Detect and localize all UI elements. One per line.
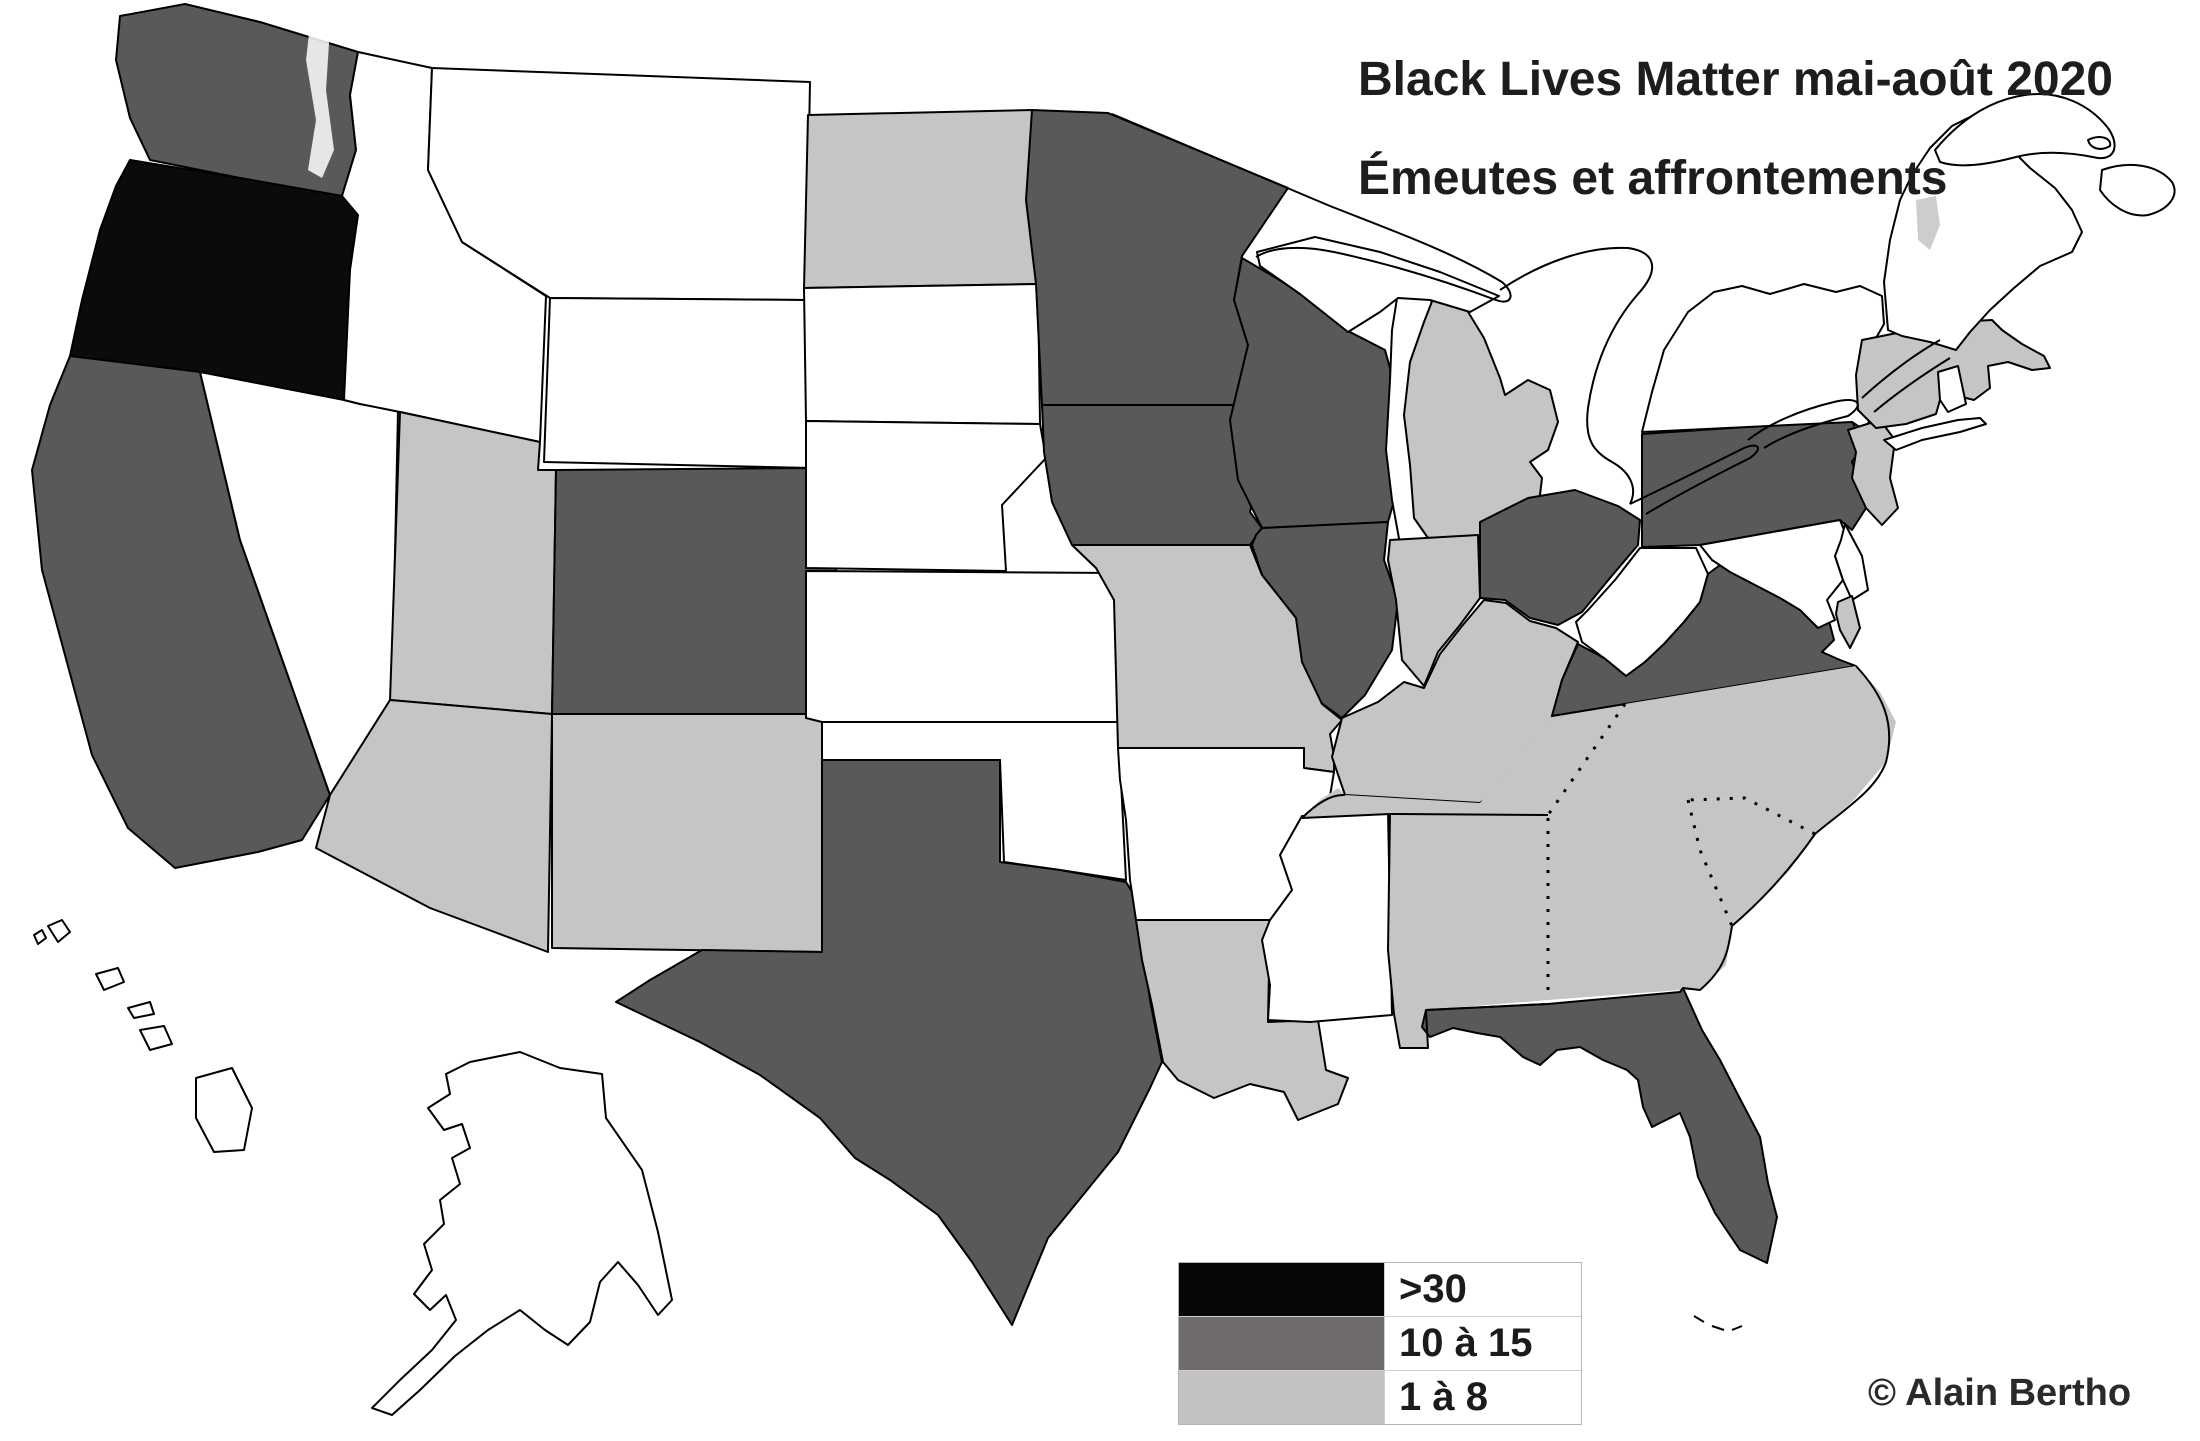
state-texas xyxy=(615,759,1163,1326)
legend-label-gt30: >30 xyxy=(1384,1263,1581,1316)
state-south-carolina xyxy=(1688,798,1815,926)
state-colorado xyxy=(551,467,837,715)
state-kansas xyxy=(805,570,1121,723)
water-and-canada-outlines xyxy=(1111,93,2176,1331)
lake-ontario-outline xyxy=(1747,398,1859,449)
puget-sound xyxy=(306,25,334,178)
state-ohio xyxy=(1479,489,1641,626)
author-credit: © Alain Bertho xyxy=(1868,1372,2132,1414)
state-north-carolina xyxy=(1548,666,1896,834)
legend-row-10-15: 10 à 15 xyxy=(1179,1317,1581,1371)
canada-gaspe-new-brunswick-outline xyxy=(1934,93,2116,167)
hawaii-island-oahu xyxy=(95,967,125,991)
map-title-block: Black Lives Matter mai-août 2020 Émeutes… xyxy=(1358,52,2118,206)
state-georgia xyxy=(1536,800,1732,1000)
border-alabama-outer xyxy=(1387,813,1549,1049)
state-alaska xyxy=(371,1051,673,1416)
legend-label-10-15: 10 à 15 xyxy=(1384,1317,1581,1370)
state-south-dakota xyxy=(803,283,1041,425)
legend-row-1-8: 1 à 8 xyxy=(1179,1371,1581,1424)
delmarva-peninsula-tip xyxy=(1835,595,1861,649)
hawaii-island-kauai xyxy=(47,919,71,943)
state-nebraska xyxy=(805,420,1047,572)
map-title-line1: Black Lives Matter mai-août 2020 xyxy=(1358,53,2113,106)
state-utah xyxy=(389,411,557,715)
state-north-dakota xyxy=(803,109,1039,289)
st-lawrence-river-south-shore xyxy=(1873,357,1951,413)
state-delaware xyxy=(1834,523,1869,601)
hawaii-island-niihau xyxy=(33,929,47,945)
map-legend: >30 10 à 15 1 à 8 xyxy=(1178,1262,1582,1425)
hawaii-island-maui xyxy=(139,1025,173,1051)
state-missouri xyxy=(1071,544,1343,773)
state-alabama xyxy=(1388,814,1548,1048)
border-tennessee-north-carolina-dotted xyxy=(1546,703,1627,816)
canada-nova-scotia-outline xyxy=(2099,163,2176,217)
legend-row-gt30: >30 xyxy=(1179,1263,1581,1317)
map-title-line2: Émeutes et affrontements xyxy=(1358,152,1948,205)
state-florida xyxy=(1421,987,1778,1264)
st-lawrence-river-north-shore xyxy=(1861,339,1941,399)
hawaii-island-molokai xyxy=(127,1001,155,1019)
border-georgia-coast xyxy=(1682,925,1733,991)
border-georgia-south-carolina-dotted xyxy=(1686,799,1734,927)
legend-swatch-10-15 xyxy=(1179,1317,1384,1370)
legend-label-1-8: 1 à 8 xyxy=(1384,1371,1581,1424)
florida-keys-marks xyxy=(1693,1315,1743,1331)
border-north-carolina-south-carolina-dotted xyxy=(1687,796,1816,836)
legend-swatch-gt30 xyxy=(1179,1263,1384,1316)
michigan-upper-peninsula xyxy=(1256,236,1500,333)
state-rhode-island xyxy=(1937,365,1967,413)
state-new-jersey xyxy=(1847,419,1899,526)
hawaii-island-big-island xyxy=(195,1067,253,1153)
state-tennessee xyxy=(1302,704,1625,818)
state-new-mexico xyxy=(551,713,823,953)
state-new-york xyxy=(1641,283,1885,433)
legend-swatch-1-8 xyxy=(1179,1371,1384,1424)
border-carolina-coast xyxy=(1731,665,1891,927)
state-wyoming xyxy=(543,297,813,469)
lake-huron-georgian-bay-outline xyxy=(1499,246,1654,505)
state-hawaii xyxy=(33,919,253,1153)
northern-new-england-vt-nh-me xyxy=(1883,115,2083,351)
state-iowa xyxy=(1041,404,1263,546)
canada-prince-edward-island-outline xyxy=(2087,136,2112,150)
vermont-shading-patch xyxy=(1916,196,1940,250)
lake-erie-outline xyxy=(1629,444,1759,515)
states-layer xyxy=(31,3,2083,1416)
state-michigan-lower-peninsula xyxy=(1403,285,1559,539)
long-island xyxy=(1883,417,1987,451)
